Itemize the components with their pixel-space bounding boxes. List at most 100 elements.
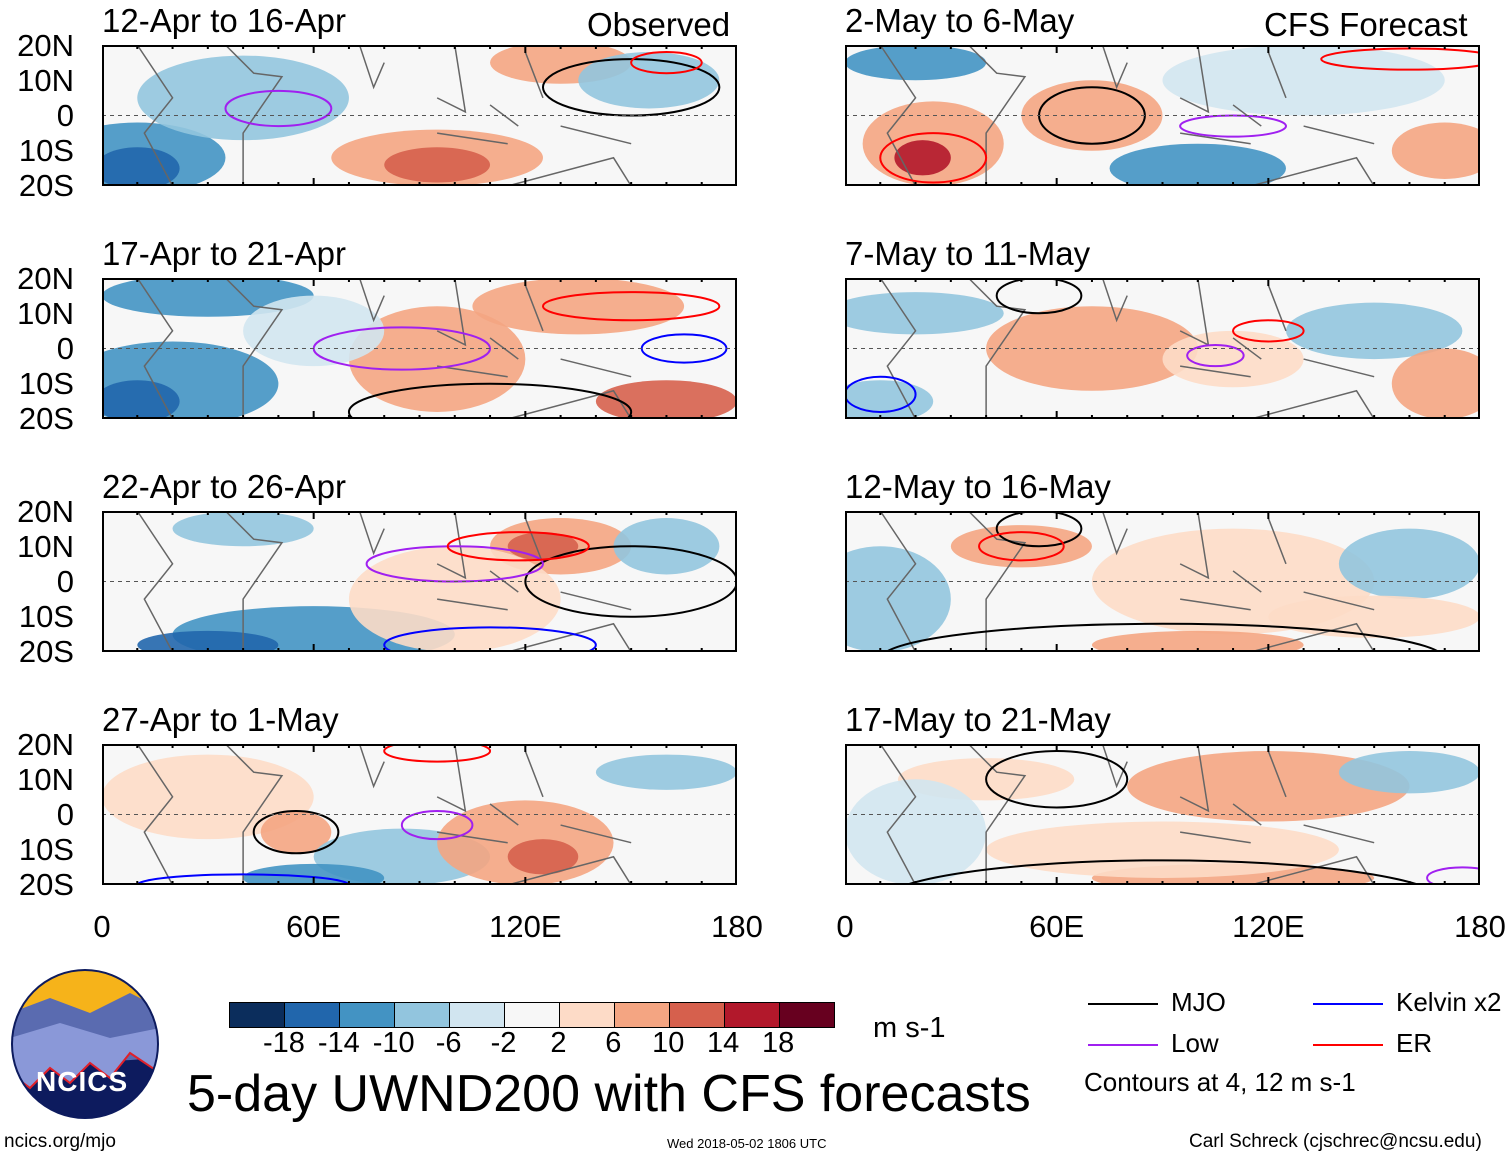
map-panel [102, 744, 737, 885]
y-tick-label: 20N [17, 28, 74, 63]
x-tick-label: 60E [286, 909, 342, 944]
legend-line [1313, 1044, 1383, 1046]
anomaly-region [507, 839, 579, 875]
anomaly-region [472, 278, 685, 335]
legend-line [1088, 1003, 1158, 1005]
observed-header: Observed [587, 6, 731, 43]
anomaly-region [1338, 751, 1480, 794]
anomaly-region [1021, 80, 1163, 151]
colorbar-swatch [450, 1003, 505, 1027]
anomaly-region [1285, 302, 1463, 360]
anomaly-region [894, 140, 951, 176]
y-tick-label: 0 [56, 331, 74, 366]
anomaly-region [1268, 595, 1480, 638]
x-tick-label: 120E [489, 909, 562, 944]
y-tick-label: 20S [18, 867, 74, 902]
anomaly-region [348, 546, 561, 652]
contour-line [902, 859, 1423, 885]
y-tick-label: 10S [18, 832, 74, 867]
anomaly-region [1162, 330, 1304, 388]
colorbar-swatch [285, 1003, 340, 1027]
colorbar-label: 10 [652, 1027, 685, 1059]
y-tick-label: 10N [17, 296, 74, 331]
anomaly-region [1391, 348, 1480, 419]
colorbar-swatch [670, 1003, 725, 1027]
y-tick-label: 20S [18, 168, 74, 203]
anomaly-region [243, 863, 385, 885]
contour-line [845, 375, 917, 413]
anomaly-region [1127, 751, 1410, 822]
x-tick-label: 0 [93, 909, 111, 944]
map-panel [845, 45, 1480, 186]
colorbar-label: -18 [262, 1027, 305, 1059]
colorbar-label: -14 [317, 1027, 360, 1059]
legend-label: MJO [1171, 987, 1226, 1017]
anomaly-region [1109, 143, 1286, 186]
colorbar-label: -2 [490, 1027, 517, 1059]
legend-line [1088, 1044, 1158, 1046]
map-panel [845, 511, 1480, 652]
colorbar-label: 6 [605, 1027, 622, 1059]
anomaly-region [1338, 528, 1480, 600]
contour-line [383, 626, 597, 652]
colorbar-swatch [615, 1003, 670, 1027]
y-tick-label: 10N [17, 762, 74, 797]
contour-line [136, 873, 350, 885]
panel-title: 17-Apr to 21-Apr [102, 235, 346, 272]
panel-title: 2-May to 6-May [845, 2, 1075, 39]
y-tick-label: 10S [18, 133, 74, 168]
anomaly-region [578, 52, 720, 109]
contour-line [252, 809, 340, 855]
panel-title: 12-May to 16-May [845, 468, 1111, 505]
legend-label: Low [1171, 1028, 1219, 1058]
contour-line [1186, 343, 1245, 368]
legend-line [1313, 1003, 1383, 1005]
anomaly-region [243, 295, 385, 367]
colorbar-label: 14 [707, 1027, 740, 1059]
contour-note: Contours at 4, 12 m s-1 [1084, 1067, 1356, 1097]
contour-line [524, 545, 737, 618]
legend-label: Kelvin x2 [1396, 987, 1502, 1017]
panel-title: 7-May to 11-May [845, 235, 1091, 272]
forecast-header: CFS Forecast [1264, 6, 1468, 43]
contour-line [400, 809, 474, 841]
chart-title: 5-day UWND200 with CFS forecasts [187, 1065, 1031, 1123]
colorbar [229, 1002, 835, 1028]
anomaly-region [950, 525, 1092, 568]
colorbar-swatch [340, 1003, 395, 1027]
y-tick-label: 10S [18, 366, 74, 401]
anomaly-region [384, 147, 491, 183]
x-tick-label: 180 [1454, 909, 1506, 944]
y-tick-label: 0 [56, 797, 74, 832]
map-panel [102, 278, 737, 419]
anomaly-region [1162, 45, 1445, 116]
ncics-logo [11, 969, 159, 1119]
panel-title: 17-May to 21-May [845, 701, 1111, 738]
anomaly-region [986, 306, 1198, 391]
anomaly-region [845, 45, 987, 81]
colorbar-swatch [505, 1003, 560, 1027]
x-tick-label: 120E [1232, 909, 1305, 944]
anomaly-region [845, 779, 987, 885]
footer-url[interactable]: ncics.org/mjo [4, 1131, 116, 1152]
footer-timestamp: Wed 2018-05-02 1806 UTC [667, 1136, 827, 1151]
map-panel [102, 511, 737, 652]
anomaly-region [845, 292, 1004, 335]
y-tick-label: 20N [17, 261, 74, 296]
y-tick-label: 20S [18, 401, 74, 436]
y-tick-label: 20N [17, 494, 74, 529]
colorbar-label: -6 [435, 1027, 462, 1059]
y-tick-label: 0 [56, 564, 74, 599]
contour-line [995, 511, 1083, 548]
anomaly-region [613, 518, 720, 575]
contour-line [541, 291, 721, 322]
anomaly-region [845, 546, 951, 652]
y-tick-label: 10N [17, 63, 74, 98]
contour-line [1232, 319, 1305, 343]
anomaly-region [1091, 630, 1304, 652]
colorbar-swatch [725, 1003, 780, 1027]
contour-line [884, 622, 1441, 652]
y-tick-label: 20S [18, 634, 74, 669]
x-tick-label: 0 [836, 909, 854, 944]
